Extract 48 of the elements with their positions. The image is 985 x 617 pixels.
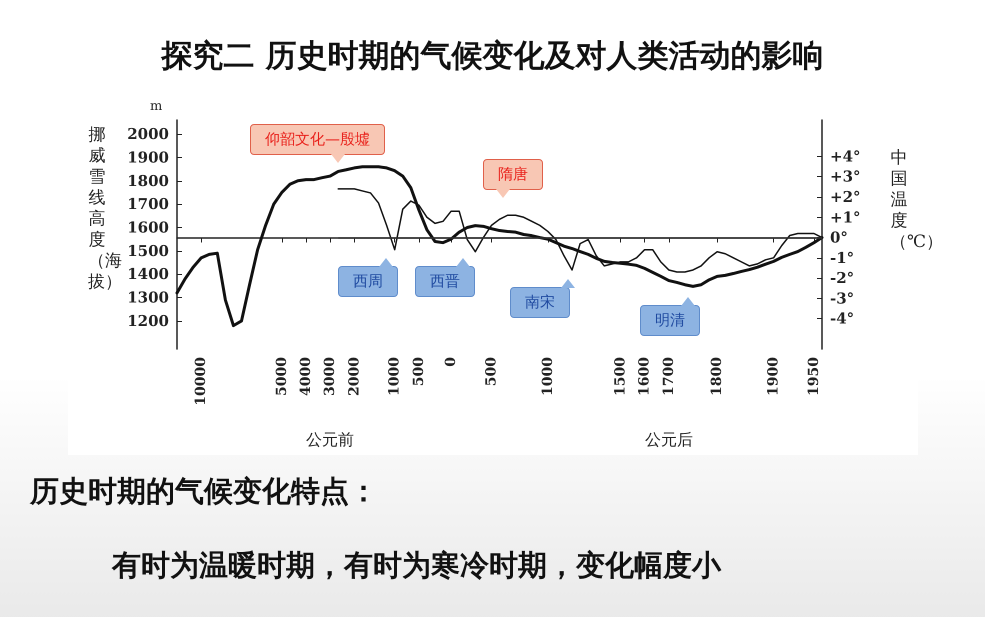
- x-tick-label: 1700: [660, 356, 677, 396]
- x-tick-label: 1000: [540, 356, 556, 396]
- text: m: [150, 99, 162, 114]
- y2-tick-label: +3°: [830, 168, 861, 186]
- y2-tick-label: -2°: [830, 269, 854, 288]
- annotation: 西周: [338, 266, 398, 297]
- y2-axis-title: 中国温度（℃）: [890, 148, 944, 253]
- y-tick-label: 1800: [127, 172, 169, 190]
- x-tick-label: 1000: [386, 356, 403, 396]
- y-tick-label: 1500: [127, 242, 169, 260]
- x-tick-label: 4000: [298, 356, 314, 396]
- y-tick-label: 1200: [127, 312, 169, 330]
- x-tick-label: 1800: [709, 356, 726, 396]
- y2-tick-label: -1°: [830, 248, 854, 267]
- x-tick-label: 1900: [766, 356, 782, 396]
- y-tick-label: 2000: [127, 125, 169, 144]
- annotation: 西晋: [415, 266, 475, 297]
- x-tick-label: 1600: [636, 356, 653, 396]
- y2-tick-label: 0°: [830, 228, 848, 247]
- annotation: 南宋: [510, 287, 570, 318]
- y2-tick-label: +2°: [830, 188, 861, 206]
- y-tick-label: 1300: [127, 288, 169, 307]
- x-tick-label: 10000: [193, 356, 210, 406]
- y2-tick-label: +4°: [830, 147, 861, 166]
- y-axis-title: 挪威雪线高度（海拔）: [88, 125, 122, 293]
- y2-tick-label: -4°: [830, 310, 854, 328]
- x-tick-label: 500: [410, 356, 427, 386]
- annotation: 隋唐: [483, 159, 543, 190]
- x-tick-label: 3000: [322, 356, 338, 396]
- y-tick-label: 1900: [127, 148, 169, 166]
- y-tick-label: 1600: [127, 218, 169, 236]
- text: 公元前: [306, 430, 354, 451]
- text: 历史时期的气候变化特点：: [30, 473, 378, 510]
- x-tick-label: 500: [483, 356, 500, 386]
- x-tick-label: 5000: [274, 356, 290, 396]
- y-tick-label: 1700: [127, 195, 169, 214]
- text: 公元后: [645, 430, 693, 451]
- y2-tick-label: -3°: [830, 289, 854, 308]
- x-tick-label: 1500: [612, 356, 628, 396]
- y-tick-label: 1400: [127, 265, 169, 284]
- annotation: 明清: [640, 305, 700, 336]
- x-tick-label: 1950: [806, 356, 822, 396]
- y2-tick-label: +1°: [830, 208, 861, 226]
- x-tick-label: 2000: [346, 356, 362, 396]
- x-tick-label: 0: [443, 356, 460, 367]
- text: 有时为温暖时期，有时为寒冷时期，变化幅度小: [112, 547, 721, 584]
- annotation: 仰韶文化—殷墟: [250, 124, 385, 155]
- chart-title: 探究二 历史时期的气候变化及对人类活动的影响: [160, 37, 824, 76]
